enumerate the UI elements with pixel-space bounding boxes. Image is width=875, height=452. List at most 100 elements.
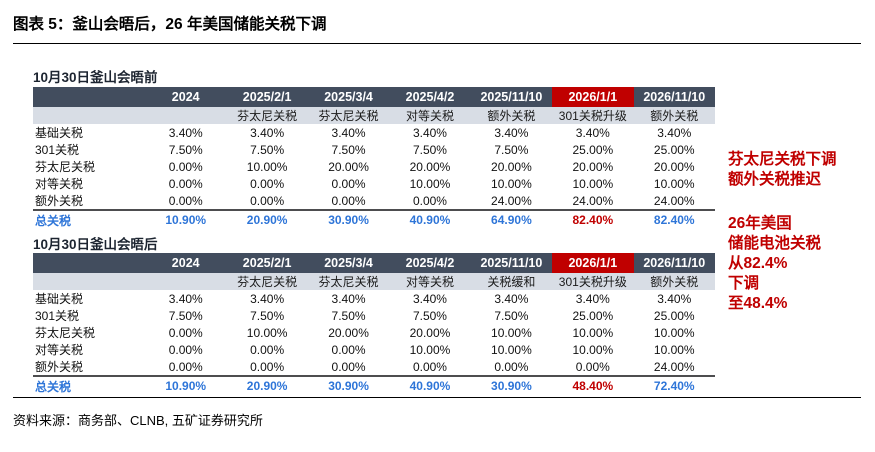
col-subheader: 301关税升级: [552, 273, 634, 290]
tariff-value: 0.00%: [250, 359, 285, 374]
tariff-value: 7.50%: [168, 142, 203, 157]
tariff-value: 10.00%: [409, 176, 451, 191]
tariff-value: 7.50%: [331, 308, 366, 323]
col-subheader: 额外关税: [633, 273, 715, 290]
tariff-value: 24.00%: [491, 193, 532, 208]
total-value: 72.40%: [633, 375, 715, 395]
row-label: 额外关税: [35, 360, 84, 374]
col-subheader: 301关税升级: [552, 107, 634, 124]
tariff-value: 25.00%: [572, 308, 614, 323]
tariff-value: 3.40%: [657, 125, 692, 140]
tariff-value: 24.00%: [653, 193, 695, 208]
tariff-value: 7.50%: [494, 142, 529, 157]
tariff-value: 3.40%: [657, 291, 692, 306]
table-caption-before: 10月30日釜山会晤前: [33, 66, 295, 89]
tariff-value: 3.40%: [575, 125, 610, 140]
total-value: 82.40%: [633, 209, 715, 229]
tariff-value: 3.40%: [250, 125, 285, 140]
total-label: 总关税: [33, 375, 145, 395]
tariff-value: 7.50%: [250, 308, 285, 323]
title-divider: [13, 43, 861, 44]
total-value: 40.90%: [389, 375, 471, 395]
col-subheader: 芬太尼关税: [226, 107, 308, 124]
col-subheader: 对等关税: [389, 107, 471, 124]
footer-divider: [13, 397, 861, 398]
tariff-value: 3.40%: [494, 125, 529, 140]
tariff-value: 20.00%: [409, 159, 451, 174]
tariff-value: 0.00%: [250, 193, 285, 208]
tariff-value: 3.40%: [168, 291, 203, 306]
row-label: 基础关税: [35, 126, 84, 140]
table-subheader-row: 芬太尼关税 芬太尼关税 对等关税 关税缓和 301关税升级 额外关税: [33, 273, 715, 290]
table-row: 额外关税 0.00% 0.00% 0.00% 0.00% 0.00% 0.00% 24.00%: [33, 358, 715, 376]
tariff-value: 0.00%: [168, 176, 203, 191]
tariff-value: 10.00%: [572, 325, 614, 340]
table-row: 芬太尼关税 0.00% 10.00% 20.00% 20.00% 10.00% 10.00%…: [33, 324, 715, 341]
tariff-table: 2024 2025/2/1 2025/3/4 2025/4/2 2025/11/10 20…: [33, 87, 715, 229]
table-row: 基础关税 3.40% 3.40% 3.40% 3.40% 3.40% 3.40% 3.40%: [33, 290, 715, 307]
col-subheader: [145, 107, 227, 124]
tariff-value: 0.00%: [168, 359, 203, 374]
tariff-value: 3.40%: [250, 291, 285, 306]
col-subheader: 额外关税: [633, 107, 715, 124]
table-row: 301关税 7.50% 7.50% 7.50% 7.50% 7.50% 25.00% 25.0…: [33, 307, 715, 324]
tariff-table: 2024 2025/2/1 2025/3/4 2025/4/2 2025/11/10 20…: [33, 253, 715, 395]
table-row: 额外关税 0.00% 0.00% 0.00% 0.00% 24.00% 24.00% 24.0…: [33, 192, 715, 210]
tariff-value: 7.50%: [412, 308, 447, 323]
tariff-value: 10.00%: [653, 342, 695, 357]
tariff-value: 10.00%: [653, 176, 695, 191]
corner-cell: [33, 87, 145, 107]
table-header-row: 2024 2025/2/1 2025/3/4 2025/4/2 2025/11/10 20…: [33, 253, 715, 273]
tariff-value: 0.00%: [575, 359, 610, 374]
corner-cell: [33, 273, 145, 290]
row-label: 对等关税: [35, 177, 84, 191]
total-value: 20.90%: [226, 375, 308, 395]
total-value: 10.90%: [145, 375, 227, 395]
tariff-value: 7.50%: [168, 308, 203, 323]
tariff-value: 25.00%: [572, 142, 614, 157]
tariff-value: 10.00%: [491, 342, 532, 357]
tariff-value: 7.50%: [250, 142, 285, 157]
tariff-value: 10.00%: [491, 176, 532, 191]
col-header: 2025/3/4: [307, 253, 390, 273]
col-header: 2026/1/1: [552, 87, 634, 107]
total-value: 30.90%: [307, 209, 390, 229]
tariff-value: 24.00%: [572, 193, 614, 208]
tariff-value: 3.40%: [168, 125, 203, 140]
col-header: 2025/2/1: [226, 253, 308, 273]
col-header: 2025/3/4: [307, 87, 390, 107]
row-label: 301关税: [35, 143, 80, 157]
row-label: 芬太尼关税: [35, 160, 96, 174]
tariff-value: 20.00%: [409, 325, 451, 340]
tariff-value: 24.00%: [653, 359, 695, 374]
tariff-value: 20.00%: [572, 159, 614, 174]
total-value: 48.40%: [552, 375, 634, 395]
row-label: 301关税: [35, 309, 80, 323]
tariff-value: 20.00%: [653, 159, 695, 174]
table-row: 芬太尼关税 0.00% 10.00% 20.00% 20.00% 20.00% 20.00%…: [33, 158, 715, 175]
tariff-value: 0.00%: [168, 325, 203, 340]
tariff-value: 7.50%: [412, 142, 447, 157]
annotation-tariff-cut-note: 26年美国 储能电池关税 从82.4% 下调 至48.4%: [728, 215, 822, 312]
tariff-value: 7.50%: [331, 142, 366, 157]
col-subheader: 芬太尼关税: [226, 273, 308, 290]
tariff-value: 10.00%: [246, 159, 288, 174]
col-header: 2025/4/2: [389, 87, 471, 107]
total-label: 总关税: [33, 209, 145, 229]
tariff-value: 0.00%: [168, 159, 203, 174]
row-label: 额外关税: [35, 194, 84, 208]
corner-cell: [33, 253, 145, 273]
col-subheader: 对等关税: [389, 273, 471, 290]
total-value: 30.90%: [307, 375, 390, 395]
total-row: 总关税 10.90% 20.90% 30.90% 40.90% 64.90% 82.40% 8…: [33, 209, 715, 229]
tariff-value: 20.00%: [328, 325, 369, 340]
total-value: 30.90%: [470, 375, 553, 395]
col-subheader: [145, 273, 227, 290]
tariff-value: 0.00%: [331, 342, 366, 357]
figure-title: 图表 5：釜山会晤后，26 年美国储能关税下调: [13, 16, 327, 33]
col-subheader: 关税缓和: [470, 273, 553, 290]
tariff-value: 25.00%: [653, 142, 695, 157]
table-header-row: 2024 2025/2/1 2025/3/4 2025/4/2 2025/11/10 20…: [33, 87, 715, 107]
tariff-value: 10.00%: [572, 342, 614, 357]
